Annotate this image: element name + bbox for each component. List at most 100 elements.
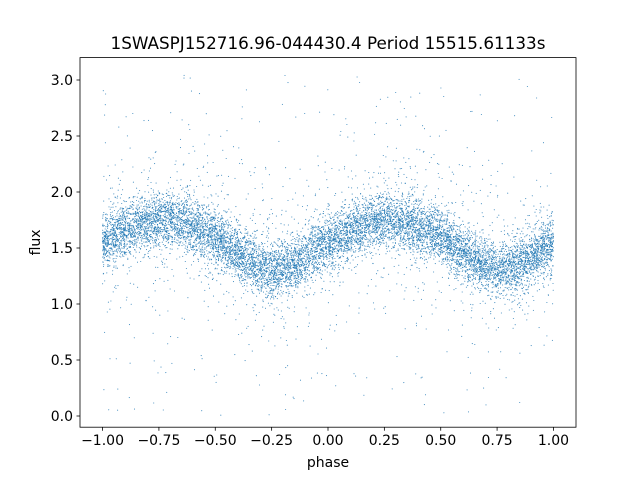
data-point — [540, 235, 542, 237]
data-point — [533, 254, 535, 256]
data-point — [248, 258, 250, 260]
data-point — [357, 256, 359, 258]
data-point — [495, 297, 497, 299]
data-point — [102, 214, 104, 216]
data-point — [189, 185, 191, 187]
data-point — [404, 240, 406, 242]
data-point — [319, 269, 321, 271]
data-point — [478, 262, 480, 264]
data-point — [164, 208, 166, 210]
data-point — [177, 212, 180, 214]
data-point — [289, 292, 291, 295]
data-point — [473, 276, 475, 278]
data-point — [519, 233, 521, 235]
data-point — [375, 230, 377, 232]
data-point — [152, 306, 154, 308]
data-point — [307, 239, 309, 242]
data-point — [475, 238, 477, 240]
data-point — [268, 414, 270, 416]
data-point — [399, 232, 401, 235]
data-point — [306, 276, 308, 278]
data-point — [181, 200, 183, 202]
data-point — [178, 216, 181, 219]
data-point — [183, 244, 185, 246]
data-point — [280, 223, 282, 225]
data-point — [438, 212, 440, 214]
data-point — [385, 222, 387, 224]
data-point — [275, 265, 277, 267]
data-point — [355, 256, 357, 258]
data-point — [417, 245, 419, 247]
data-point — [188, 152, 190, 154]
data-point — [110, 238, 112, 240]
data-point — [366, 245, 369, 247]
data-point — [338, 169, 340, 171]
data-point — [347, 207, 349, 209]
data-point — [167, 310, 169, 312]
data-point — [320, 273, 322, 275]
data-point — [543, 271, 545, 273]
data-point — [478, 270, 481, 272]
data-point — [136, 206, 138, 208]
data-point — [499, 262, 501, 264]
data-point — [540, 254, 542, 256]
data-point — [245, 268, 247, 270]
data-point — [111, 239, 113, 241]
data-point — [423, 239, 425, 241]
data-point — [433, 154, 435, 156]
data-point — [470, 273, 472, 275]
data-point — [352, 234, 354, 236]
data-point — [193, 194, 195, 196]
data-point — [332, 216, 334, 218]
data-point — [398, 254, 400, 256]
data-point — [167, 223, 169, 225]
data-point — [267, 237, 269, 239]
data-point — [450, 267, 452, 269]
data-point — [285, 167, 287, 169]
data-point — [266, 246, 269, 248]
data-point — [379, 222, 381, 224]
data-point — [180, 201, 182, 203]
data-point — [419, 253, 421, 255]
data-point — [467, 356, 469, 358]
data-point — [525, 267, 527, 269]
data-point — [259, 284, 261, 286]
data-point — [363, 202, 365, 204]
data-point — [536, 268, 538, 270]
data-point — [336, 240, 338, 242]
data-point — [327, 219, 329, 222]
data-point — [436, 225, 438, 227]
data-point — [410, 195, 412, 197]
data-point — [221, 184, 223, 187]
data-point — [234, 238, 236, 240]
data-point — [487, 295, 489, 297]
data-point — [433, 217, 435, 219]
data-point — [115, 358, 117, 360]
data-point — [344, 240, 346, 242]
data-point — [156, 235, 158, 237]
data-point — [206, 155, 209, 157]
data-point — [320, 277, 322, 279]
data-point — [456, 258, 458, 261]
data-point — [520, 245, 522, 247]
data-point — [201, 241, 203, 243]
data-point — [424, 186, 426, 188]
data-point — [505, 295, 507, 297]
data-point — [268, 255, 270, 257]
data-point — [182, 255, 184, 257]
data-point — [125, 237, 127, 239]
data-point — [511, 257, 513, 259]
data-point — [307, 280, 309, 282]
data-point — [330, 234, 332, 237]
data-point — [388, 221, 390, 223]
data-point — [273, 260, 276, 262]
data-point — [284, 394, 287, 396]
data-point — [474, 269, 477, 271]
data-point — [365, 196, 367, 198]
data-point — [272, 244, 274, 246]
data-point — [362, 216, 365, 218]
data-point — [372, 237, 374, 239]
data-point — [386, 196, 388, 198]
data-point — [279, 269, 281, 271]
data-point — [393, 213, 395, 215]
